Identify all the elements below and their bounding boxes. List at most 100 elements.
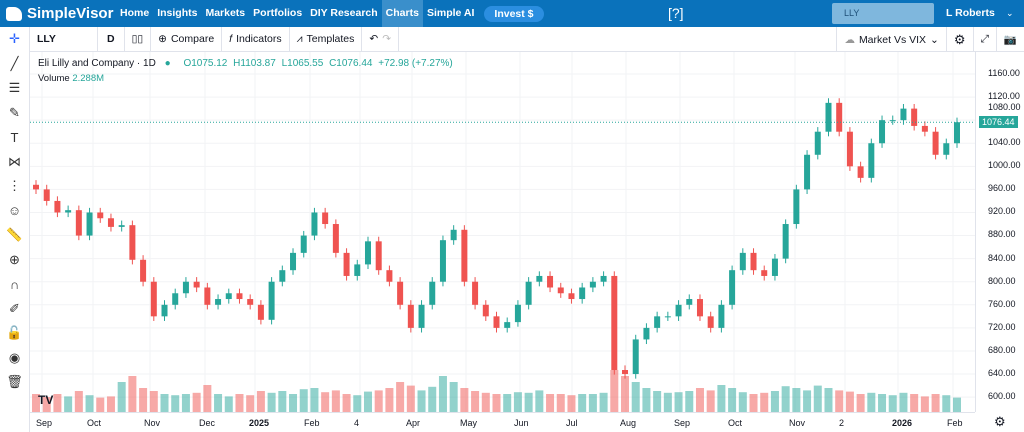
trash-icon[interactable]: 🗑 bbox=[6, 374, 23, 390]
time-tick: Sep bbox=[36, 418, 53, 428]
volume-bar bbox=[32, 394, 40, 412]
price-chart[interactable] bbox=[30, 52, 975, 412]
help-video-icon[interactable]: [?] bbox=[668, 5, 684, 21]
candle bbox=[161, 304, 168, 317]
candle bbox=[547, 275, 554, 288]
volume-bar bbox=[64, 396, 73, 412]
lock-drawing-icon[interactable]: ✐ bbox=[9, 300, 20, 316]
volume-bar bbox=[813, 385, 822, 412]
indicators-button[interactable]: f Indicators bbox=[222, 26, 290, 52]
symbol-search-input[interactable]: LLY bbox=[832, 3, 934, 24]
layout-select[interactable]: ☁ Market Vs VIX ⌄ bbox=[836, 27, 947, 52]
candle bbox=[472, 281, 479, 305]
candle bbox=[600, 275, 607, 282]
legend-high: H1103.87 bbox=[233, 58, 276, 69]
nav-insights[interactable]: Insights bbox=[157, 7, 198, 19]
candle bbox=[75, 210, 82, 236]
candle bbox=[675, 304, 682, 317]
price-tick: 1160.00 bbox=[988, 68, 1020, 78]
candle bbox=[397, 281, 404, 305]
candle bbox=[450, 229, 457, 241]
volume-bar bbox=[856, 394, 865, 412]
candle bbox=[182, 281, 189, 294]
brush-icon[interactable]: ✎ bbox=[9, 104, 20, 120]
volume-bar bbox=[267, 392, 276, 412]
axis-settings-icon[interactable]: ⚙ bbox=[994, 414, 1006, 429]
time-tick: Feb bbox=[947, 418, 963, 428]
brand-logo[interactable]: SimpleVisor bbox=[6, 5, 116, 22]
templates-button[interactable]: ⩘ Templates bbox=[290, 26, 363, 52]
candle bbox=[761, 270, 768, 276]
trend-line-icon[interactable]: ╱ bbox=[10, 55, 19, 71]
volume-bar bbox=[760, 392, 769, 412]
time-axis[interactable]: Sep Oct Nov Dec 2025 Feb 4 Apr May Jun Jul Aug Sep Oc… bbox=[30, 412, 975, 432]
eye-icon[interactable]: ◉ bbox=[8, 349, 21, 365]
candle bbox=[814, 131, 821, 155]
ruler-icon[interactable]: 📏 bbox=[6, 227, 23, 243]
chart-type-candles-icon[interactable]: ▯▯ bbox=[125, 26, 152, 52]
candle bbox=[107, 218, 114, 227]
pattern-icon[interactable]: ⋈ bbox=[8, 153, 21, 169]
invest-button[interactable]: Invest $ bbox=[484, 5, 544, 22]
chevron-down-icon[interactable]: ⌄ bbox=[1006, 8, 1014, 18]
nav-charts[interactable]: Charts bbox=[381, 0, 423, 27]
volume-bar bbox=[149, 391, 158, 412]
candle bbox=[557, 287, 564, 294]
nav-diy-research[interactable]: DIY Research bbox=[310, 7, 378, 19]
candle bbox=[236, 293, 243, 300]
volume-bar bbox=[845, 391, 854, 412]
crosshair-icon[interactable]: ✛ bbox=[9, 31, 20, 47]
price-tick: 1040.00 bbox=[988, 137, 1021, 148]
emoji-icon[interactable]: ☺ bbox=[7, 203, 22, 219]
candle bbox=[932, 131, 939, 155]
undo-icon[interactable]: ↶ bbox=[369, 33, 379, 45]
candle bbox=[750, 252, 757, 271]
camera-icon[interactable]: 📷 bbox=[1003, 34, 1017, 46]
price-axis[interactable]: 1160.00 1120.00 1080.00 1040.00 1000.00 960.0… bbox=[975, 52, 1024, 412]
symbol-button[interactable]: LLY bbox=[30, 26, 98, 52]
volume-bar bbox=[331, 390, 340, 412]
magnet-icon[interactable]: ∩ bbox=[9, 276, 20, 292]
interval-button[interactable]: D bbox=[98, 26, 125, 52]
chart-toolbar: LLY D ▯▯ ⊕ Compare f Indicators ⩘ Templates… bbox=[30, 26, 1024, 52]
user-menu[interactable]: L Roberts bbox=[946, 7, 995, 19]
nav-home[interactable]: Home bbox=[120, 7, 150, 19]
text-icon[interactable]: T bbox=[10, 129, 19, 145]
volume-bar bbox=[749, 394, 758, 412]
compare-label: Compare bbox=[170, 33, 215, 45]
volume-bar bbox=[85, 395, 94, 412]
redo-icon[interactable]: ↷ bbox=[382, 33, 392, 45]
time-tick: 2026 bbox=[892, 418, 913, 428]
volume-bar bbox=[353, 395, 362, 412]
volume-bar bbox=[942, 395, 951, 412]
nav-portfolios[interactable]: Portfolios bbox=[253, 7, 303, 19]
volume-bar bbox=[631, 382, 640, 412]
candle bbox=[664, 316, 671, 318]
nav-simple-ai[interactable]: Simple AI bbox=[426, 7, 475, 19]
zoom-in-icon[interactable]: ⊕ bbox=[9, 251, 20, 267]
forecast-icon[interactable]: ⋮ bbox=[8, 178, 21, 194]
volume-bar bbox=[888, 395, 897, 412]
time-tick: 2 bbox=[839, 418, 845, 428]
price-tick: 960.00 bbox=[988, 183, 1016, 194]
fx-icon: f bbox=[229, 33, 233, 45]
compare-button[interactable]: ⊕ Compare bbox=[151, 26, 223, 52]
volume-bar bbox=[867, 392, 876, 412]
fib-lines-icon[interactable]: ☰ bbox=[8, 80, 21, 96]
tradingview-logo[interactable]: TV bbox=[38, 393, 54, 407]
candle bbox=[589, 281, 596, 288]
volume-bar bbox=[385, 388, 394, 412]
candle bbox=[771, 258, 778, 276]
fullscreen-icon[interactable]: ⤢ bbox=[974, 27, 997, 52]
candle bbox=[65, 210, 72, 213]
volume-bar bbox=[417, 390, 426, 412]
volume-bar bbox=[192, 392, 201, 412]
time-tick: Dec bbox=[199, 418, 216, 428]
lock-icon[interactable]: 🔓 bbox=[6, 325, 23, 341]
plus-circle-icon: ⊕ bbox=[158, 33, 167, 45]
time-tick: Oct bbox=[728, 418, 743, 428]
candle bbox=[386, 270, 393, 282]
nav-markets[interactable]: Markets bbox=[205, 7, 246, 19]
volume-bar bbox=[556, 394, 565, 412]
settings-icon[interactable]: ⚙ bbox=[947, 27, 974, 52]
